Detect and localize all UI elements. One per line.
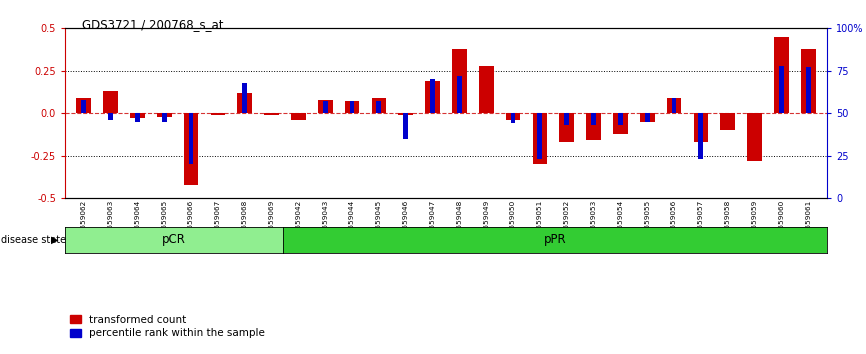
Bar — [801, 49, 816, 113]
Bar — [237, 93, 252, 113]
Bar — [210, 113, 225, 115]
Bar — [613, 113, 628, 134]
Bar — [721, 113, 735, 130]
Bar — [645, 113, 650, 122]
Bar — [457, 76, 462, 113]
Bar — [81, 100, 86, 113]
Bar — [372, 98, 386, 113]
Bar — [591, 113, 596, 125]
Bar — [452, 49, 467, 113]
Bar — [694, 113, 708, 142]
Bar — [76, 98, 91, 113]
Bar — [108, 113, 113, 120]
Bar — [377, 101, 381, 113]
Bar — [533, 113, 547, 164]
Bar — [184, 113, 198, 185]
Bar — [511, 113, 515, 124]
Bar — [323, 101, 327, 113]
Bar — [779, 66, 784, 113]
Text: GDS3721 / 200768_s_at: GDS3721 / 200768_s_at — [82, 18, 223, 31]
Bar — [350, 101, 354, 113]
Bar — [506, 113, 520, 120]
Bar — [774, 37, 789, 113]
Bar — [565, 113, 569, 125]
Bar — [189, 113, 193, 164]
Bar — [586, 113, 601, 141]
Bar — [640, 113, 655, 122]
Text: pCR: pCR — [162, 233, 185, 246]
Text: ▶: ▶ — [51, 235, 59, 245]
Bar — [667, 98, 682, 113]
Bar — [291, 113, 306, 120]
Bar — [103, 91, 118, 113]
Bar — [162, 113, 166, 122]
Bar — [699, 113, 703, 159]
Text: disease state: disease state — [1, 235, 66, 245]
Bar — [747, 113, 762, 161]
Bar — [345, 101, 359, 113]
Bar — [264, 113, 279, 115]
Bar — [135, 113, 139, 122]
Bar — [242, 83, 247, 113]
Bar — [806, 67, 811, 113]
Legend: transformed count, percentile rank within the sample: transformed count, percentile rank withi… — [70, 315, 265, 338]
Bar — [430, 79, 435, 113]
Bar — [559, 113, 574, 142]
Bar — [404, 113, 408, 139]
Bar — [318, 100, 333, 113]
Bar — [130, 113, 145, 118]
Bar — [157, 113, 171, 117]
Bar — [398, 113, 413, 115]
Bar — [479, 66, 494, 113]
Bar — [618, 113, 623, 125]
Bar — [538, 113, 542, 159]
Bar — [425, 81, 440, 113]
Text: pPR: pPR — [544, 233, 566, 246]
Bar — [672, 98, 676, 113]
